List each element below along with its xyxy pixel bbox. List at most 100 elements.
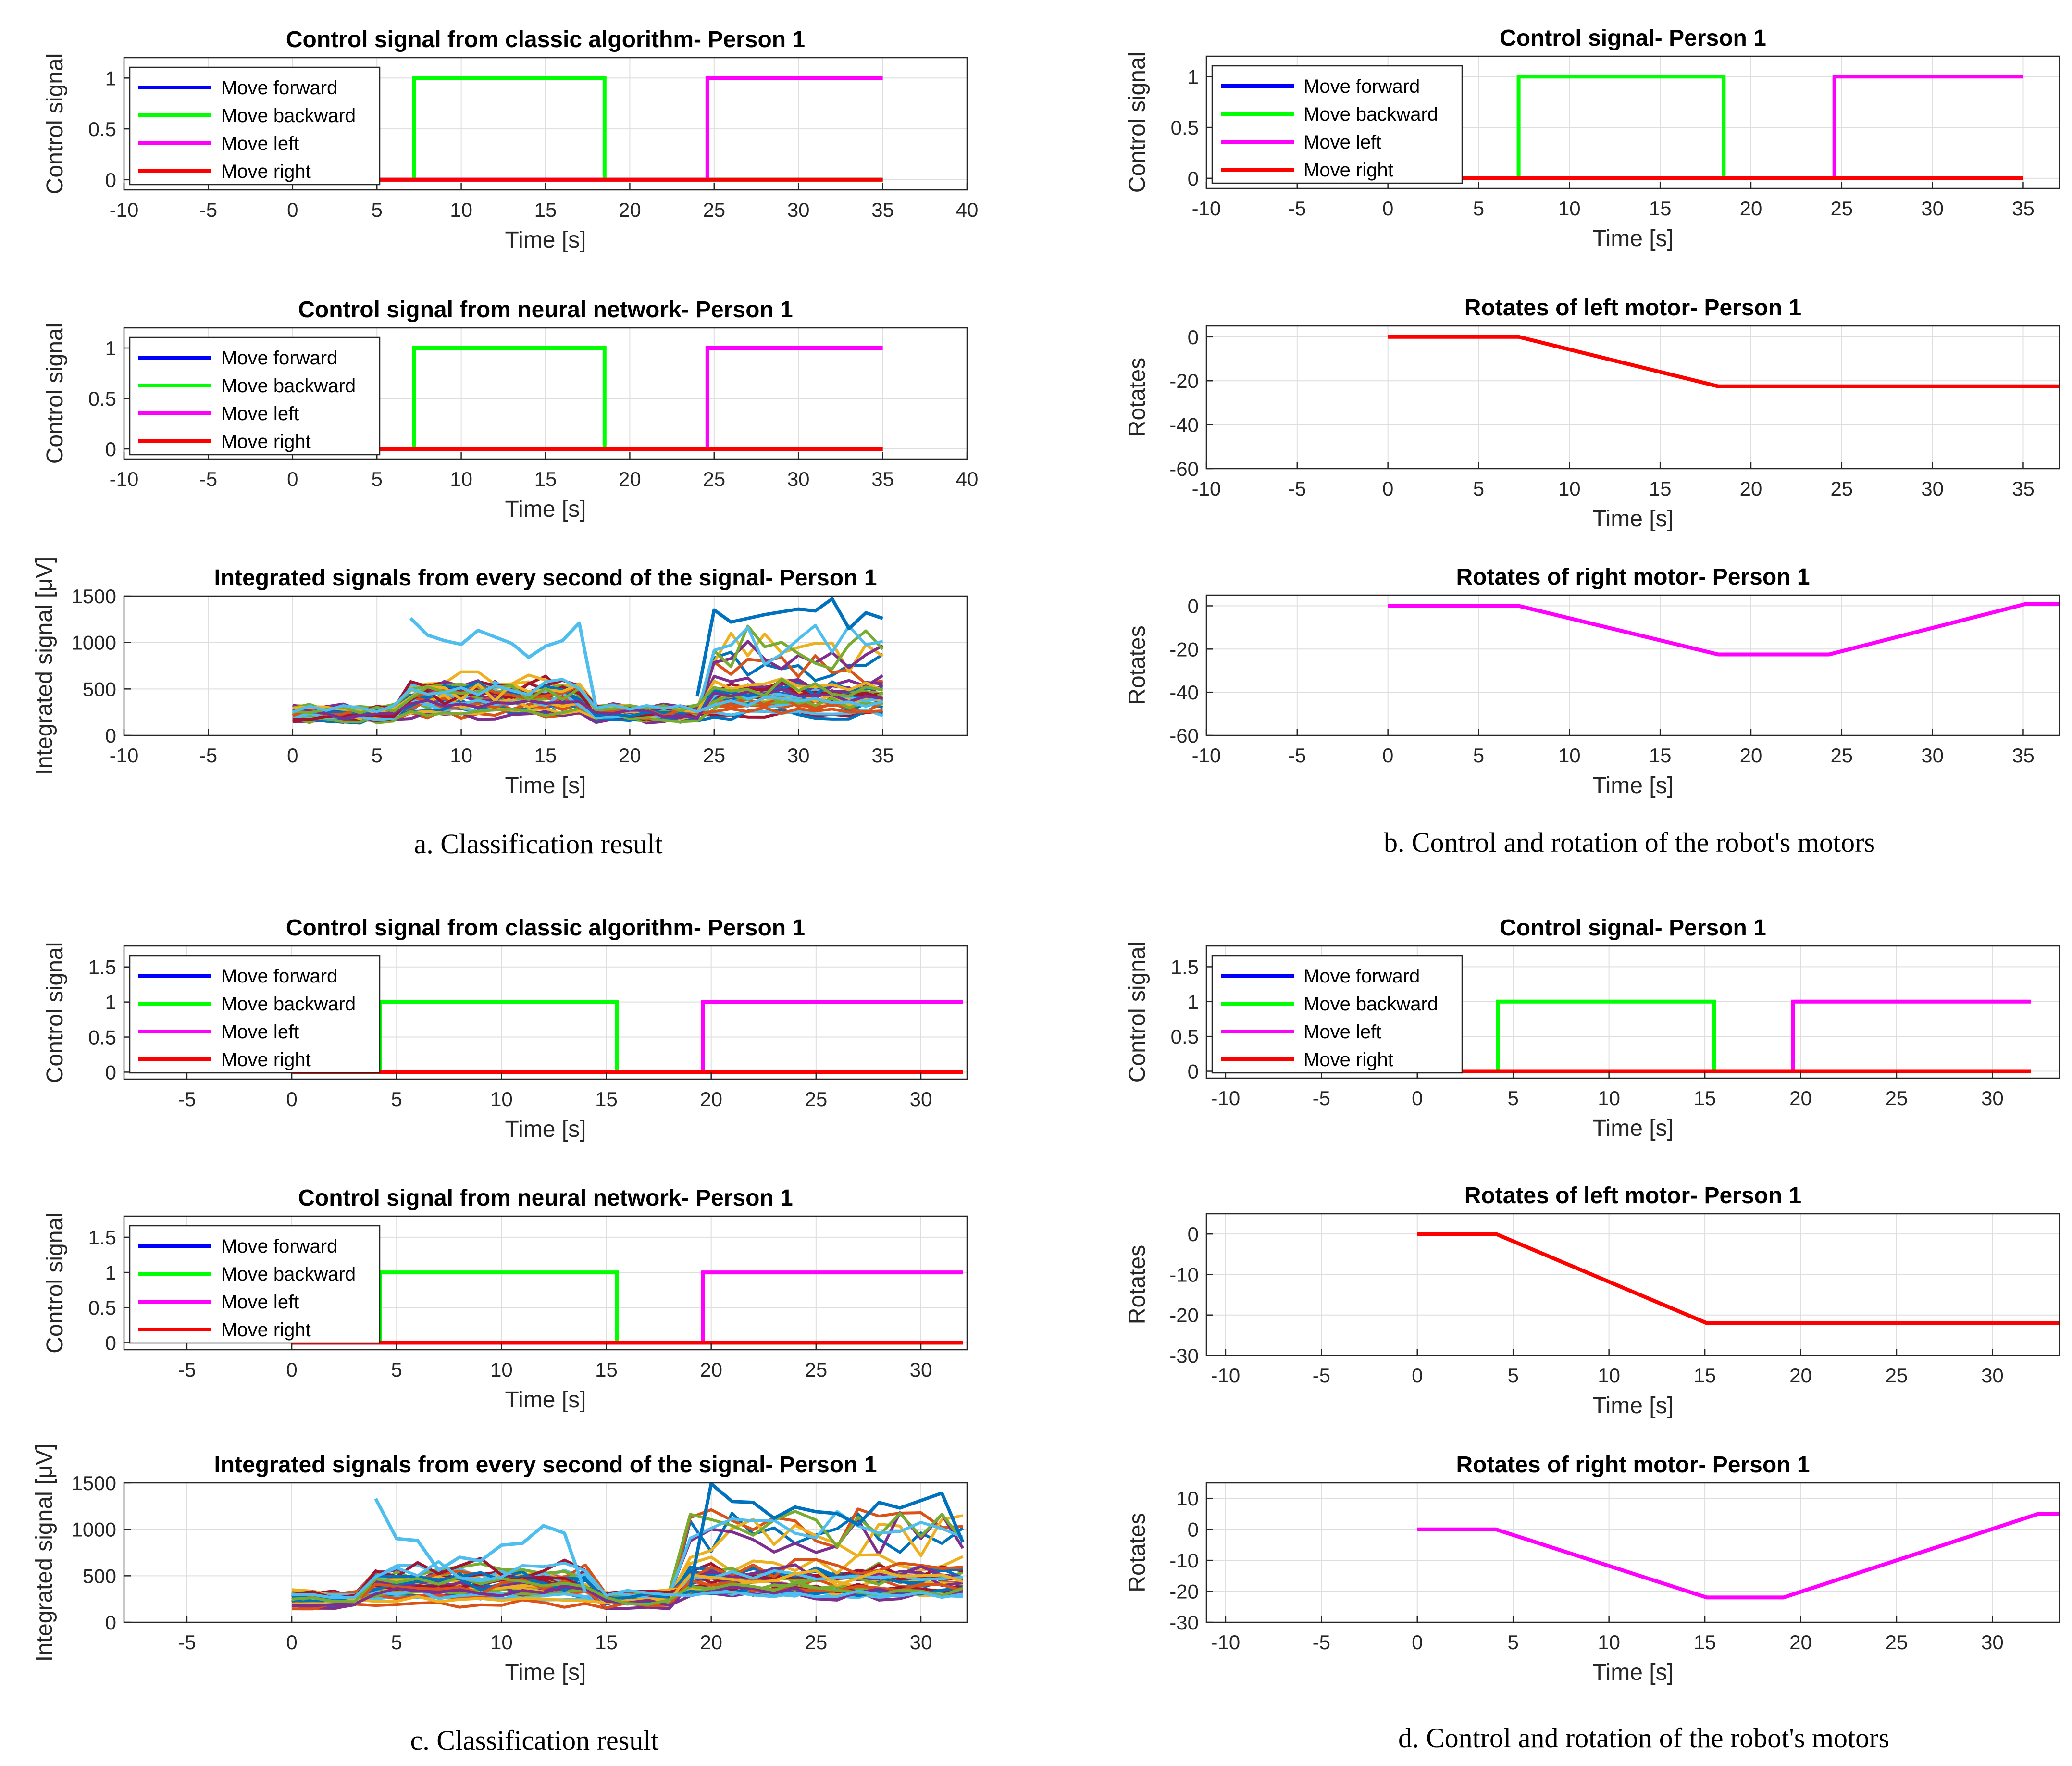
emg-signal-line <box>292 688 883 720</box>
y-tick-label: 10 <box>1176 1487 1199 1510</box>
x-axis-label: Time [s] <box>505 227 586 253</box>
axes-frame <box>123 1482 968 1623</box>
emg-signal-peak-a <box>409 617 598 708</box>
x-tick-label: 0 <box>1412 1087 1423 1109</box>
y-tick-label: 500 <box>83 678 116 700</box>
x-tick-label: 10 <box>1598 1087 1620 1109</box>
legend-label: Move right <box>221 1049 311 1070</box>
chart-title: Rotates of right motor- Person 1 <box>1456 1452 1810 1478</box>
axes-frame <box>1205 945 2060 1079</box>
x-axis-label: Time [s] <box>505 1387 586 1413</box>
y-tick-label: 0.5 <box>88 387 116 410</box>
x-tick-label: 40 <box>956 199 979 221</box>
x-tick-label: 15 <box>534 199 557 221</box>
chart-c3: -5 0 5 10 15 20 25 30 0 500 1000 1500 Integrated sig… <box>32 1443 968 1685</box>
x-tick-label: 15 <box>1649 477 1672 500</box>
axes-frame <box>1205 594 2060 736</box>
axes-frame <box>1205 1482 2060 1623</box>
x-tick-label: 20 <box>1789 1087 1812 1109</box>
x-tick-label: 25 <box>1830 744 1853 767</box>
x-tick-label: 0 <box>1382 197 1393 220</box>
x-axis-label: Time [s] <box>1592 773 1674 798</box>
x-tick-label: 10 <box>450 468 472 490</box>
x-tick-label: -10 <box>110 468 139 490</box>
x-tick-label: 35 <box>871 199 894 221</box>
legend-label: Move backward <box>1303 994 1438 1015</box>
legend-label: Move right <box>221 431 311 452</box>
x-tick-label: -5 <box>199 199 217 221</box>
emg-signal-line <box>291 1569 963 1603</box>
legend-label: Move backward <box>221 105 356 126</box>
emg-signal-line <box>292 679 883 721</box>
series-left-motor <box>1417 1232 2060 1325</box>
plot-area <box>1388 602 2060 657</box>
x-tick-label: 25 <box>703 744 725 767</box>
legend-label: Move left <box>1303 132 1381 153</box>
legend-label: Move left <box>1303 1021 1381 1043</box>
emg-signal-peak-a <box>374 1498 587 1593</box>
x-tick-label: 25 <box>1886 1631 1908 1654</box>
x-tick-label: 15 <box>1694 1087 1716 1109</box>
chart-title: Rotates of left motor- Person 1 <box>1464 295 1801 321</box>
x-tick-label: 20 <box>1740 477 1762 500</box>
x-tick-label: 0 <box>287 468 298 490</box>
x-tick-label: 0 <box>1382 477 1393 500</box>
x-tick-label: 30 <box>910 1088 932 1110</box>
legend-label: Move right <box>1303 1049 1393 1070</box>
y-axis-label: Control signal <box>42 323 68 464</box>
x-tick-label: -10 <box>1192 197 1221 220</box>
x-tick-label: 40 <box>956 468 979 490</box>
x-tick-label: 10 <box>1598 1364 1620 1387</box>
caption-d: d. Control and rotation of the robot's m… <box>1398 1722 1889 1754</box>
x-tick-label: 35 <box>871 468 894 490</box>
x-tick-label: 0 <box>287 744 298 767</box>
y-tick-label: -40 <box>1169 681 1199 704</box>
x-tick-label: 5 <box>1473 744 1484 767</box>
x-tick-label: 35 <box>871 744 894 767</box>
y-tick-label: 1000 <box>72 1518 116 1541</box>
axes-frame <box>1205 55 2060 189</box>
x-tick-label: 10 <box>490 1358 513 1381</box>
x-tick-label: -10 <box>1211 1364 1241 1387</box>
y-tick-label: -10 <box>1169 1263 1199 1286</box>
x-axis-label: Time [s] <box>505 773 586 798</box>
caption-a: a. Classification result <box>414 828 662 859</box>
x-tick-label: 5 <box>372 744 383 767</box>
y-tick-label: 0 <box>1188 326 1199 348</box>
x-tick-label: 0 <box>286 1088 297 1110</box>
x-tick-label: 20 <box>1789 1631 1812 1654</box>
y-axis-label: Control signal <box>42 53 68 194</box>
x-tick-label: -5 <box>1313 1631 1330 1654</box>
x-tick-label: 30 <box>910 1631 932 1654</box>
chart-title: Control signal from classic algorithm- P… <box>286 27 805 52</box>
x-tick-label: 5 <box>391 1631 402 1654</box>
chart-b3: -10 -5 0 5 10 15 20 25 30 35 -60 -40 -20 0 Rotates of … <box>1125 564 2060 798</box>
x-tick-label: -10 <box>110 199 139 221</box>
x-tick-label: 20 <box>1740 197 1762 220</box>
x-tick-label: 30 <box>1981 1631 2004 1654</box>
y-tick-label: 1.5 <box>88 1226 116 1249</box>
y-axis-label: Control signal <box>42 1212 68 1353</box>
x-tick-label: -10 <box>1211 1631 1241 1654</box>
legend-label: Move backward <box>221 1264 356 1285</box>
x-axis-label: Time [s] <box>505 497 586 522</box>
y-axis-label: Integrated signal [μV] <box>32 557 57 775</box>
x-tick-label: -5 <box>1313 1087 1330 1109</box>
y-tick-label: 1 <box>105 337 116 360</box>
x-tick-label: 5 <box>1473 197 1484 220</box>
chart-d3: -10 -5 0 5 10 15 20 25 30 -30 -20 -10 0 10 Rotates of … <box>1125 1452 2060 1685</box>
legend-label: Move forward <box>221 966 337 987</box>
chart-title: Control signal- Person 1 <box>1500 915 1766 941</box>
y-axis-label: Control signal <box>1125 52 1150 193</box>
x-tick-label: 30 <box>1981 1364 2004 1387</box>
x-tick-label: 25 <box>703 468 725 490</box>
y-tick-label: 1 <box>105 67 116 89</box>
y-tick-label: 1 <box>1188 991 1199 1013</box>
x-axis-label: Time [s] <box>1592 1660 1674 1685</box>
x-tick-label: 25 <box>1830 197 1853 220</box>
legend-label: Move backward <box>221 375 356 397</box>
emg-signal-line <box>292 678 883 713</box>
x-tick-label: 0 <box>286 1358 297 1381</box>
x-axis-label: Time [s] <box>1592 506 1674 532</box>
x-axis-label: Time [s] <box>1592 226 1674 251</box>
